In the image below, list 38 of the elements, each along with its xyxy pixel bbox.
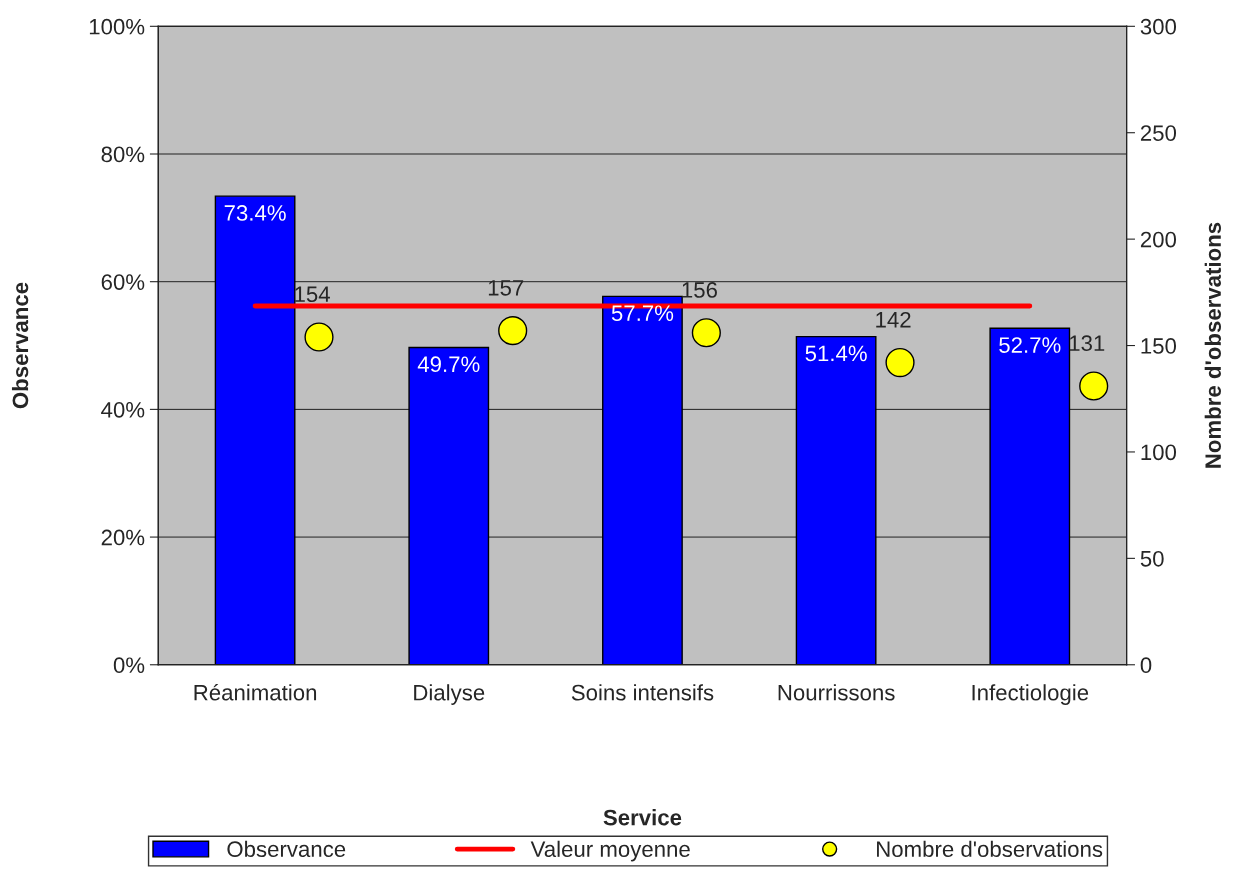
x-tick-label: Infectiologie [972,684,1089,705]
legend-label: Observance [227,840,346,858]
x-axis-title: Service [603,809,682,826]
data-label: 157 [488,280,524,296]
x-tick-label: Réanimation [194,683,317,701]
y2-tick-label: 250 [1140,125,1177,141]
y2-tick-label: 50 [1140,550,1164,567]
y-axis-title: Observance [11,282,29,409]
point [885,347,915,378]
y2-tick-label: 100 [1141,444,1177,461]
data-label: 73.4% [224,205,286,221]
y-tick-label: 100% [89,18,145,35]
data-label: 142 [876,311,911,328]
point [1079,371,1109,401]
data-label: 51.4% [805,345,867,362]
data-label: 52.7% [999,337,1061,353]
y-tick-label: 40% [101,401,145,418]
y-tick-label: 0% [113,657,145,674]
x-tick-label: Nourrissons [778,684,895,701]
y2-tick-label: 200 [1140,231,1177,248]
point [691,318,721,348]
point [498,316,528,346]
data-label: 49.7% [417,356,480,373]
point [304,322,334,352]
y-tick-label: 80% [101,146,145,163]
data-label: 57.7% [611,305,674,322]
y2-tick-label: 0 [1140,657,1152,674]
x-tick-label: Soins intensifs [571,684,714,701]
y2-tick-label: 300 [1140,18,1177,35]
data-label: 156 [682,282,717,298]
x-tick-label: Dialyse [414,684,485,705]
y2-axis-title: Nombre d'observations [1204,222,1221,468]
y-tick-label: 20% [101,529,145,546]
y-tick-label: 60% [101,274,145,290]
legend-label: Valeur moyenne [530,840,690,862]
legend-label: Nombre d'observations [877,840,1103,858]
y2-tick-label: 150 [1141,338,1177,354]
data-label: 131 [1069,335,1105,352]
